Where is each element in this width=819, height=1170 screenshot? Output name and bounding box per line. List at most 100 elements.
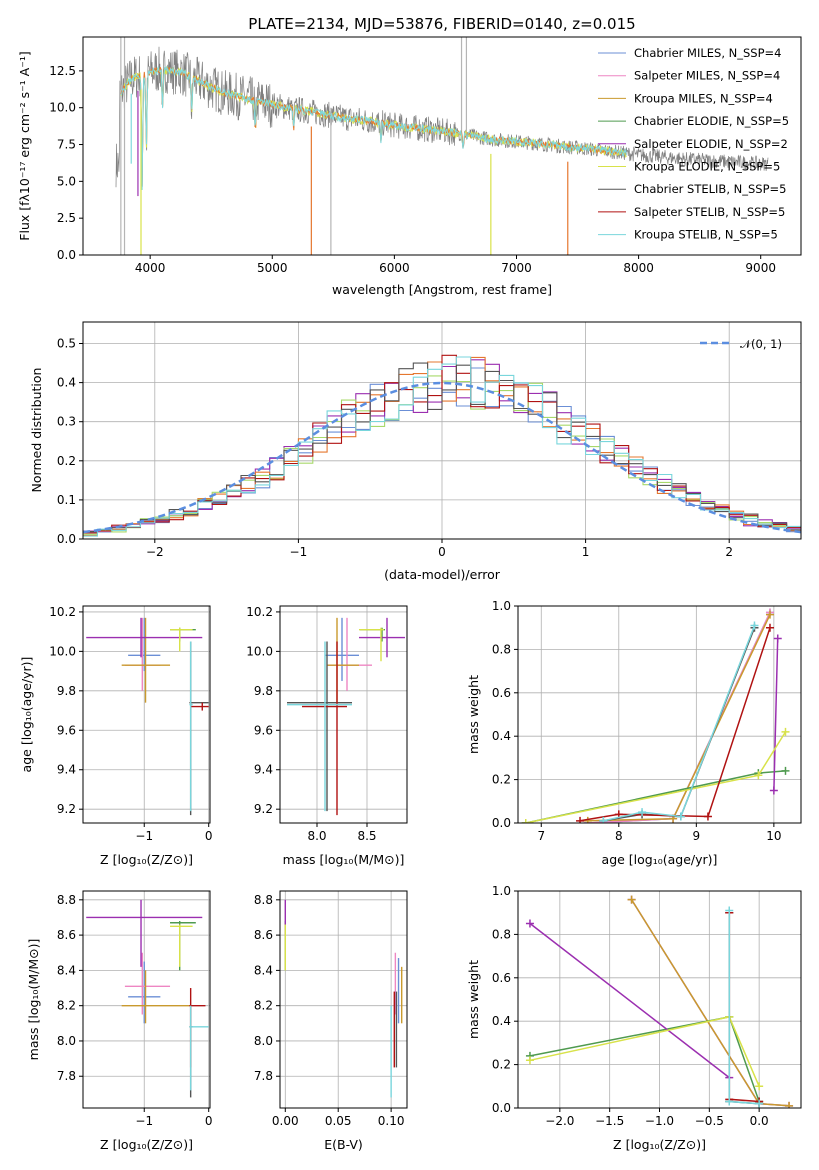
y-tick-label: 0.5 — [57, 337, 76, 351]
y-tick-label: 9.6 — [57, 723, 76, 737]
y-tick-label: 0.4 — [492, 1014, 511, 1028]
y-tick-label: 8.0 — [57, 1034, 76, 1048]
weight-marker-salpeter-elodie — [773, 634, 782, 643]
legend-label-salpeter-elodie: Salpeter ELODIE, N_SSP=2 — [634, 137, 788, 151]
weight-marker-kroupa-miles — [583, 816, 592, 823]
panel-mass_vs_z: −1 0 7.8 8.0 8.2 8.4 8.6 8.8 — [57, 890, 213, 1128]
mass_vs_z-x-label: Z [log₁₀(Z/Z⊙)] — [100, 1137, 193, 1152]
legend-label-chabrier-miles: Chabrier MILES, N_SSP=4 — [634, 46, 781, 60]
y-tick-label: 9.4 — [254, 763, 273, 777]
y-tick-label: 2.5 — [57, 211, 76, 225]
weight-marker-chabrier-elodie — [781, 766, 790, 775]
x-tick-label: 7 — [537, 829, 545, 843]
y-tick-label: 8.4 — [57, 963, 76, 977]
y-tick-label: 8.6 — [254, 928, 273, 942]
spectrum-legend: Chabrier MILES, N_SSP=4 Salpeter MILES, N… — [598, 46, 789, 242]
y-tick-label: 10.2 — [49, 605, 76, 619]
axes-frame — [82, 605, 211, 824]
age_vs_z-y-label: age [log₁₀(age/yr)] — [19, 657, 34, 773]
y-tick-label: 0.0 — [492, 1101, 511, 1115]
weight-marker-salpeter-elodie — [769, 786, 778, 795]
legend-label-chabrier-stelib: Chabrier STELIB, N_SSP=5 — [634, 182, 786, 196]
x-tick-label: 0.05 — [325, 1114, 352, 1128]
weight_vs_age-y-label: mass weight — [466, 675, 481, 754]
x-tick-label: 8.5 — [357, 829, 376, 843]
x-tick-label: 1 — [582, 545, 590, 559]
residuals-x-label: (data-model)/error — [384, 567, 501, 582]
y-tick-label: 0.1 — [57, 493, 76, 507]
weight-marker-kroupa-elodie — [525, 1056, 534, 1065]
weight-line-kroupa-elodie — [525, 731, 787, 823]
y-tick-label: 0.0 — [57, 248, 76, 262]
panel-mass_vs_ebv: 0.00 0.05 0.10 7.8 8.0 8.2 8.4 8.6 8.8 — [254, 890, 408, 1128]
plot-area — [284, 899, 403, 1098]
panel-age_vs_z: −1 0 9.2 9.4 9.6 9.8 10.0 10.2 — [49, 605, 212, 843]
y-tick-label: 0.6 — [492, 971, 511, 985]
x-tick-label: −1 — [135, 1114, 153, 1128]
axes-frame — [279, 605, 408, 824]
y-tick-label: 5.0 — [57, 174, 76, 188]
weight-marker-kroupa-miles — [627, 895, 636, 904]
mass_vs_z-y-label: mass [log₁₀(M/M⊙)] — [26, 939, 41, 1061]
axes-frame — [82, 36, 802, 256]
y-tick-label: 0.4 — [492, 729, 511, 743]
y-tick-label: 0.2 — [492, 1058, 511, 1072]
weight-line-kroupa-miles — [630, 899, 790, 1107]
y-tick-label: 8.2 — [57, 999, 76, 1013]
y-tick-label: 0.6 — [492, 686, 511, 700]
y-tick-label: 0.2 — [57, 454, 76, 468]
x-tick-label: −2.0 — [545, 1114, 574, 1128]
spectrum-y-label: Flux [fλ10⁻¹⁷ erg cm⁻² s⁻¹ A⁻¹] — [17, 51, 32, 240]
y-tick-label: 8.4 — [254, 963, 273, 977]
y-tick-label: 9.2 — [57, 802, 76, 816]
plot-area — [521, 608, 790, 823]
weight-marker-salpeter-stelib — [703, 812, 712, 821]
normal-reference-curve — [83, 381, 801, 534]
weight-marker-kroupa-stelib — [750, 621, 759, 630]
residuals-y-label: Normed distribution — [29, 368, 44, 493]
x-tick-label: 5000 — [257, 261, 288, 275]
weight_vs_z-y-label: mass weight — [466, 960, 481, 1039]
y-tick-label: 0.2 — [492, 773, 511, 787]
weight-line-chabrier-elodie — [529, 1016, 760, 1102]
y-tick-label: 12.5 — [49, 64, 76, 78]
y-tick-label: 7.5 — [57, 138, 76, 152]
y-tick-label: 0.4 — [57, 376, 76, 390]
x-tick-label: 4000 — [135, 261, 166, 275]
weight-line-kroupa-stelib — [603, 625, 756, 822]
spectrum-title: PLATE=2134, MJD=53876, FIBERID=0140, z=0… — [248, 15, 635, 33]
x-tick-label: 0.10 — [378, 1114, 405, 1128]
x-tick-label: 6000 — [379, 261, 410, 275]
weight-line-salpeter-elodie — [773, 638, 779, 791]
y-tick-label: 9.8 — [57, 684, 76, 698]
weight-line-salpeter-elodie — [529, 922, 730, 1079]
x-tick-label: 10 — [766, 829, 781, 843]
weight-marker-kroupa-elodie — [755, 1082, 764, 1091]
weight-marker-salpeter-stelib — [576, 816, 585, 823]
panel-age_vs_mass: 8.0 8.5 9.2 9.4 9.6 9.8 10.0 10.2 — [246, 605, 408, 843]
weight-line-salpeter-miles — [630, 899, 790, 1107]
x-tick-label: −1 — [290, 545, 308, 559]
spectrum-x-label: wavelength [Angstrom, rest frame] — [332, 282, 552, 297]
plot-area — [115, 37, 769, 255]
x-tick-label: 8.0 — [307, 829, 326, 843]
y-tick-label: 10.0 — [49, 101, 76, 115]
y-tick-label: 10.0 — [49, 644, 76, 658]
y-tick-label: 10.0 — [246, 644, 273, 658]
legend-label-normal: 𝒩(0, 1) — [740, 337, 782, 351]
y-tick-label: 0.0 — [492, 816, 511, 830]
axes-frame — [279, 890, 408, 1109]
y-tick-label: 0.3 — [57, 415, 76, 429]
y-tick-label: 7.8 — [254, 1069, 273, 1083]
weight-line-salpeter-stelib — [728, 912, 760, 1103]
y-tick-label: 8.8 — [254, 893, 273, 907]
x-tick-label: 8000 — [623, 261, 654, 275]
weight-marker-kroupa-miles — [765, 610, 774, 619]
legend-label-salpeter-stelib: Salpeter STELIB, N_SSP=5 — [634, 205, 785, 219]
x-tick-label: 9 — [693, 829, 701, 843]
x-tick-label: 0 — [205, 829, 213, 843]
x-tick-label: 9000 — [745, 261, 776, 275]
legend-label-kroupa-elodie: Kroupa ELODIE, N_SSP=5 — [634, 160, 780, 174]
weight-marker-kroupa-elodie — [781, 727, 790, 736]
